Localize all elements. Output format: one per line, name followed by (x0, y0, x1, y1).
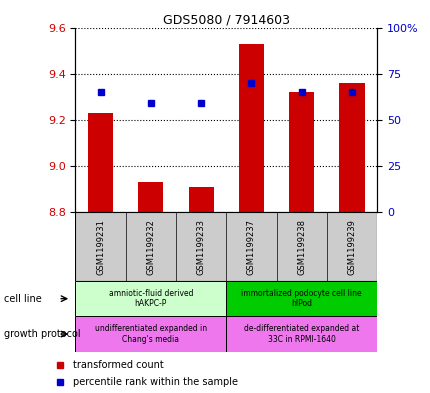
Text: percentile rank within the sample: percentile rank within the sample (73, 377, 238, 387)
Text: undifferentiated expanded in
Chang's media: undifferentiated expanded in Chang's med… (95, 324, 206, 344)
Text: GSM1199239: GSM1199239 (347, 219, 356, 275)
Text: GSM1199233: GSM1199233 (196, 219, 205, 275)
Text: transformed count: transformed count (73, 360, 164, 370)
Text: cell line: cell line (4, 294, 42, 304)
Bar (75, 281, 226, 316)
Title: GDS5080 / 7914603: GDS5080 / 7914603 (163, 13, 289, 26)
Bar (75, 316, 226, 352)
Bar (238, 44, 263, 212)
Bar (289, 92, 313, 212)
Text: GSM1199237: GSM1199237 (246, 219, 255, 275)
Bar (138, 182, 163, 212)
Bar (338, 83, 364, 212)
Text: GSM1199231: GSM1199231 (96, 219, 105, 275)
Text: GSM1199238: GSM1199238 (297, 219, 305, 275)
Bar (88, 113, 113, 212)
Text: de-differentiated expanded at
33C in RPMI-1640: de-differentiated expanded at 33C in RPM… (243, 324, 359, 344)
Text: growth protocol: growth protocol (4, 329, 81, 339)
Text: amniotic-fluid derived
hAKPC-P: amniotic-fluid derived hAKPC-P (108, 289, 193, 309)
Bar (226, 281, 376, 316)
Text: immortalized podocyte cell line
hIPod: immortalized podocyte cell line hIPod (241, 289, 361, 309)
Bar (226, 316, 376, 352)
Text: GSM1199232: GSM1199232 (146, 219, 155, 275)
Bar (188, 187, 213, 212)
